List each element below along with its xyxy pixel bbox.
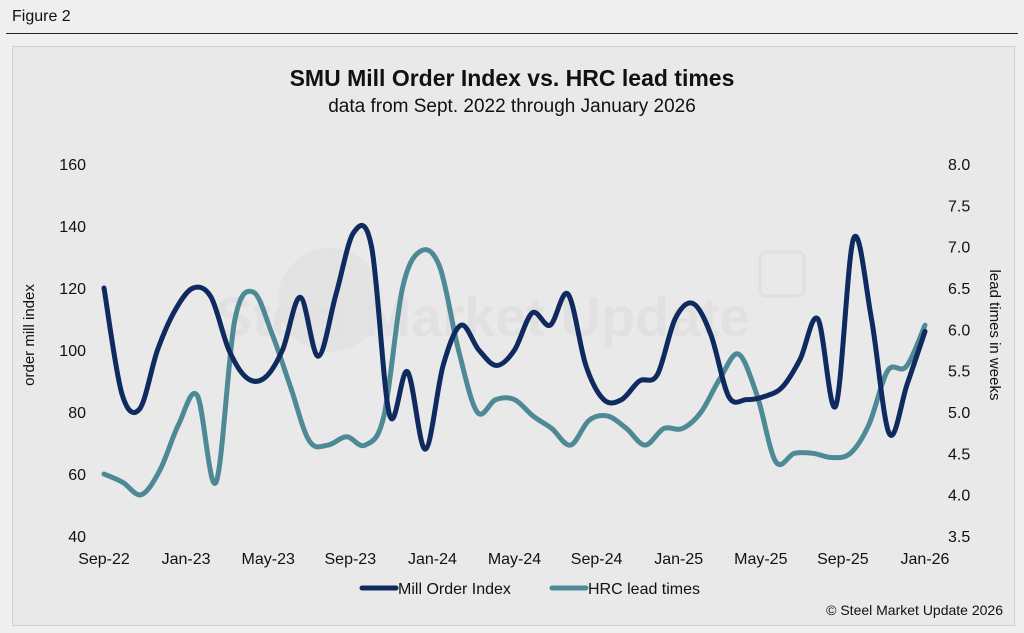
right-tick-label: 6.0 — [948, 322, 970, 339]
x-tick-label: Sep-25 — [817, 551, 869, 568]
legend: Mill Order Index HRC lead times — [359, 581, 700, 598]
left-axis-label: order mill index — [21, 284, 38, 386]
left-tick-label: 140 — [59, 219, 86, 236]
legend-label-mill-order: Mill Order Index — [398, 581, 511, 598]
x-axis-ticks: Sep-22 Jan-23 May-23 Sep-23 Jan-24 May-24 Sep-… — [78, 551, 949, 568]
watermark-text: Steel Market Update — [215, 285, 750, 348]
left-tick-label: 60 — [68, 467, 86, 484]
series-line-hrc-lead-times — [101, 247, 928, 498]
x-tick-label: May-24 — [488, 551, 541, 568]
x-tick-label: Jan-23 — [162, 551, 211, 568]
x-tick-label: Jan-25 — [654, 551, 703, 568]
x-tick-label: Jan-26 — [901, 551, 950, 568]
left-tick-label: 160 — [59, 157, 86, 174]
left-axis-ticks: 40 60 80 100 120 140 160 — [59, 157, 86, 546]
x-tick-label: Sep-22 — [78, 551, 130, 568]
series-line-mill-order-index — [101, 223, 928, 452]
right-axis-ticks: 3.5 4.0 4.5 5.0 5.5 6.0 6.5 7.0 7.5 8.0 — [948, 157, 970, 546]
right-tick-label: 3.5 — [948, 529, 970, 546]
right-tick-label: 7.5 — [948, 198, 970, 215]
right-tick-label: 4.0 — [948, 488, 970, 505]
x-tick-label: May-25 — [734, 551, 787, 568]
left-tick-label: 80 — [68, 405, 86, 422]
right-tick-label: 6.5 — [948, 281, 970, 298]
x-tick-label: May-23 — [242, 551, 295, 568]
left-tick-label: 120 — [59, 281, 86, 298]
right-tick-label: 7.0 — [948, 240, 970, 257]
chart-subtitle: data from Sept. 2022 through January 202… — [328, 96, 696, 117]
legend-label-hrc: HRC lead times — [588, 581, 700, 598]
copyright-footer: © Steel Market Update 2026 — [826, 602, 1003, 618]
right-axis-label: lead times in weeks — [986, 270, 1003, 401]
x-tick-label: Jan-24 — [408, 551, 457, 568]
figure-divider — [6, 33, 1018, 34]
figure-label: Figure 2 — [12, 8, 71, 25]
right-tick-label: 4.5 — [948, 446, 970, 463]
x-tick-label: Sep-24 — [571, 551, 623, 568]
series-group — [101, 223, 928, 498]
watermark-logo: Steel Market Update — [215, 248, 806, 352]
left-tick-label: 40 — [68, 529, 86, 546]
right-tick-label: 8.0 — [948, 157, 970, 174]
left-tick-label: 100 — [59, 343, 86, 360]
x-tick-label: Sep-23 — [325, 551, 377, 568]
chart-panel — [12, 46, 1015, 626]
right-tick-label: 5.0 — [948, 405, 970, 422]
right-tick-label: 5.5 — [948, 364, 970, 381]
chart-title: SMU Mill Order Index vs. HRC lead times — [290, 65, 735, 91]
